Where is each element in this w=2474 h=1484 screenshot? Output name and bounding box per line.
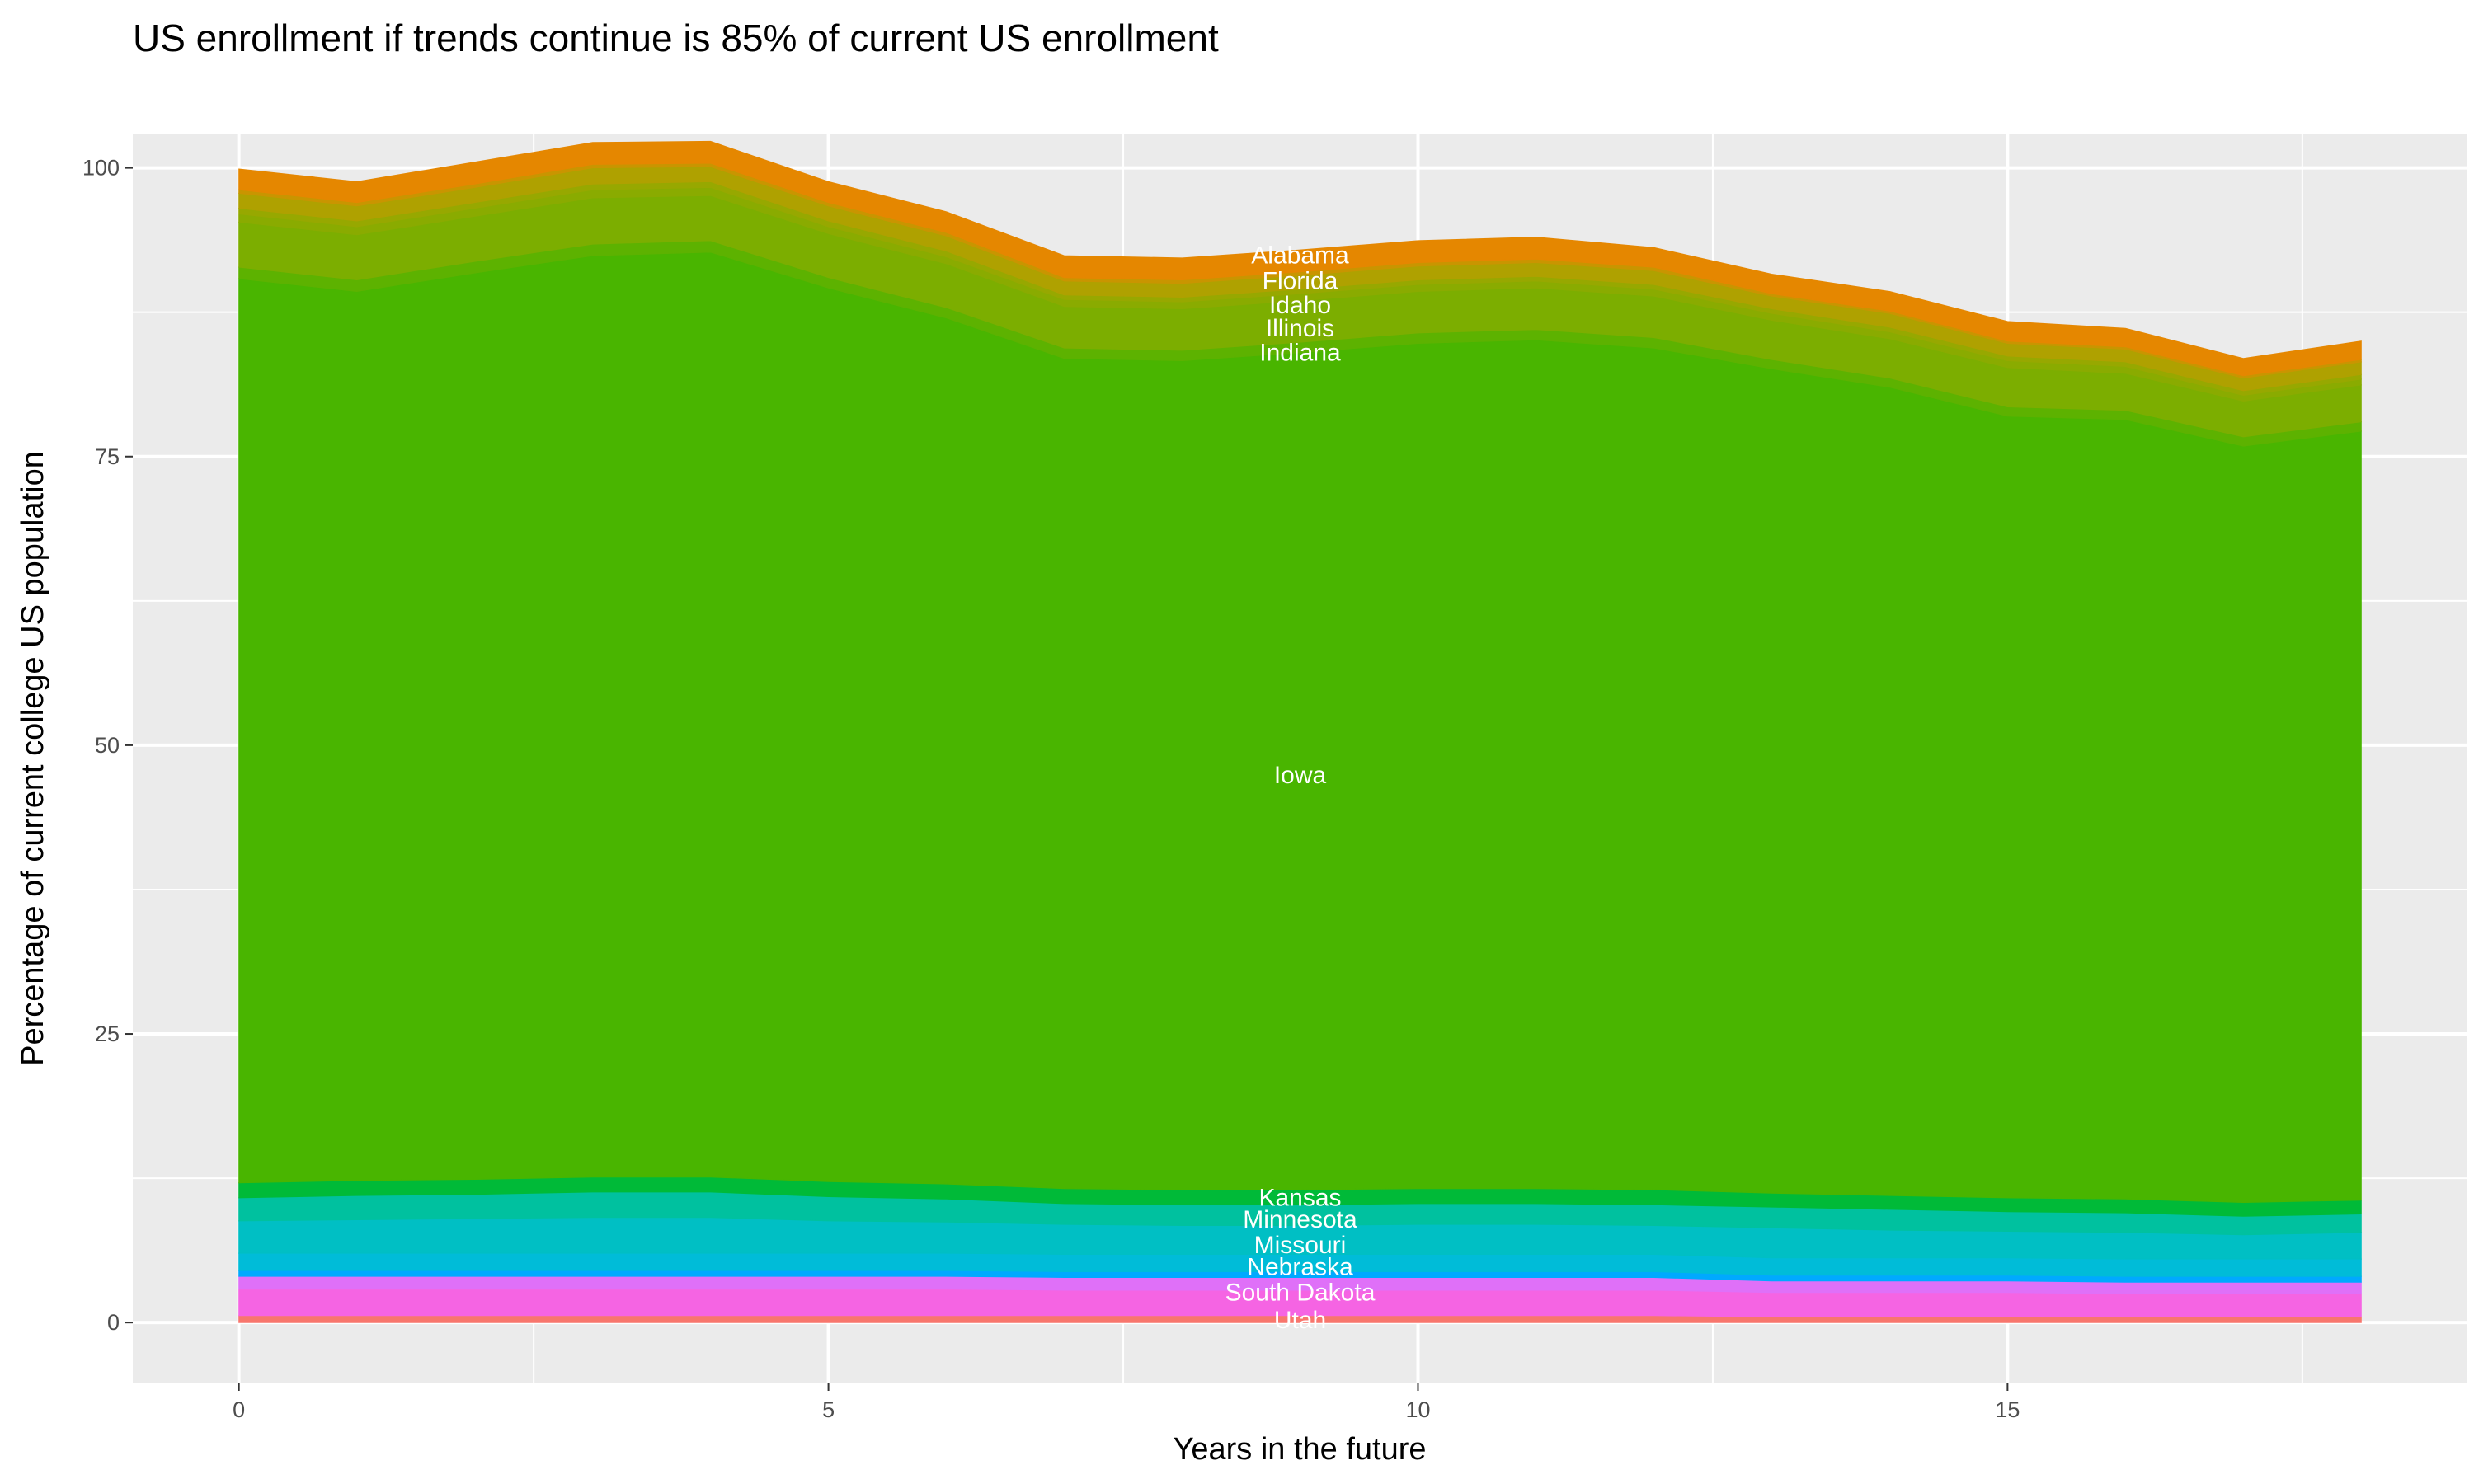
area-label: Illinois xyxy=(1266,315,1334,342)
areas xyxy=(238,140,2362,1323)
area-label: Minnesota xyxy=(1243,1206,1357,1233)
area-alabama xyxy=(238,140,2362,377)
x-tick-label: 5 xyxy=(822,1397,835,1422)
axis-ticks: 0 25 50 75 100 0 5 10 15 xyxy=(82,156,2020,1422)
y-tick-label: 75 xyxy=(95,444,120,469)
y-tick-label: 25 xyxy=(95,1021,120,1046)
area-label: Iowa xyxy=(1274,762,1327,789)
x-axis-title: Years in the future xyxy=(1173,1432,1426,1467)
area-label: Idaho xyxy=(1269,292,1331,319)
area-label: Kansas xyxy=(1258,1185,1341,1212)
x-tick-label: 0 xyxy=(233,1397,245,1422)
area-label: Nebraska xyxy=(1247,1254,1353,1281)
y-tick-label: 100 xyxy=(82,156,120,181)
area-label: South Dakota xyxy=(1225,1279,1376,1306)
area-label: Alabama xyxy=(1251,242,1349,270)
chart-title: US enrollment if trends continue is 85% … xyxy=(133,16,1219,59)
x-tick-label: 15 xyxy=(1995,1397,2020,1422)
area-label: Utah xyxy=(1274,1307,1326,1334)
x-tick-label: 10 xyxy=(1405,1397,1430,1422)
y-tick-label: 0 xyxy=(107,1310,120,1335)
area-label: Missouri xyxy=(1254,1232,1347,1259)
y-tick-label: 50 xyxy=(95,733,120,758)
y-axis-title: Percentage of current college US populat… xyxy=(16,451,50,1066)
area-label: Florida xyxy=(1263,267,1338,294)
area-label: Indiana xyxy=(1259,339,1341,366)
